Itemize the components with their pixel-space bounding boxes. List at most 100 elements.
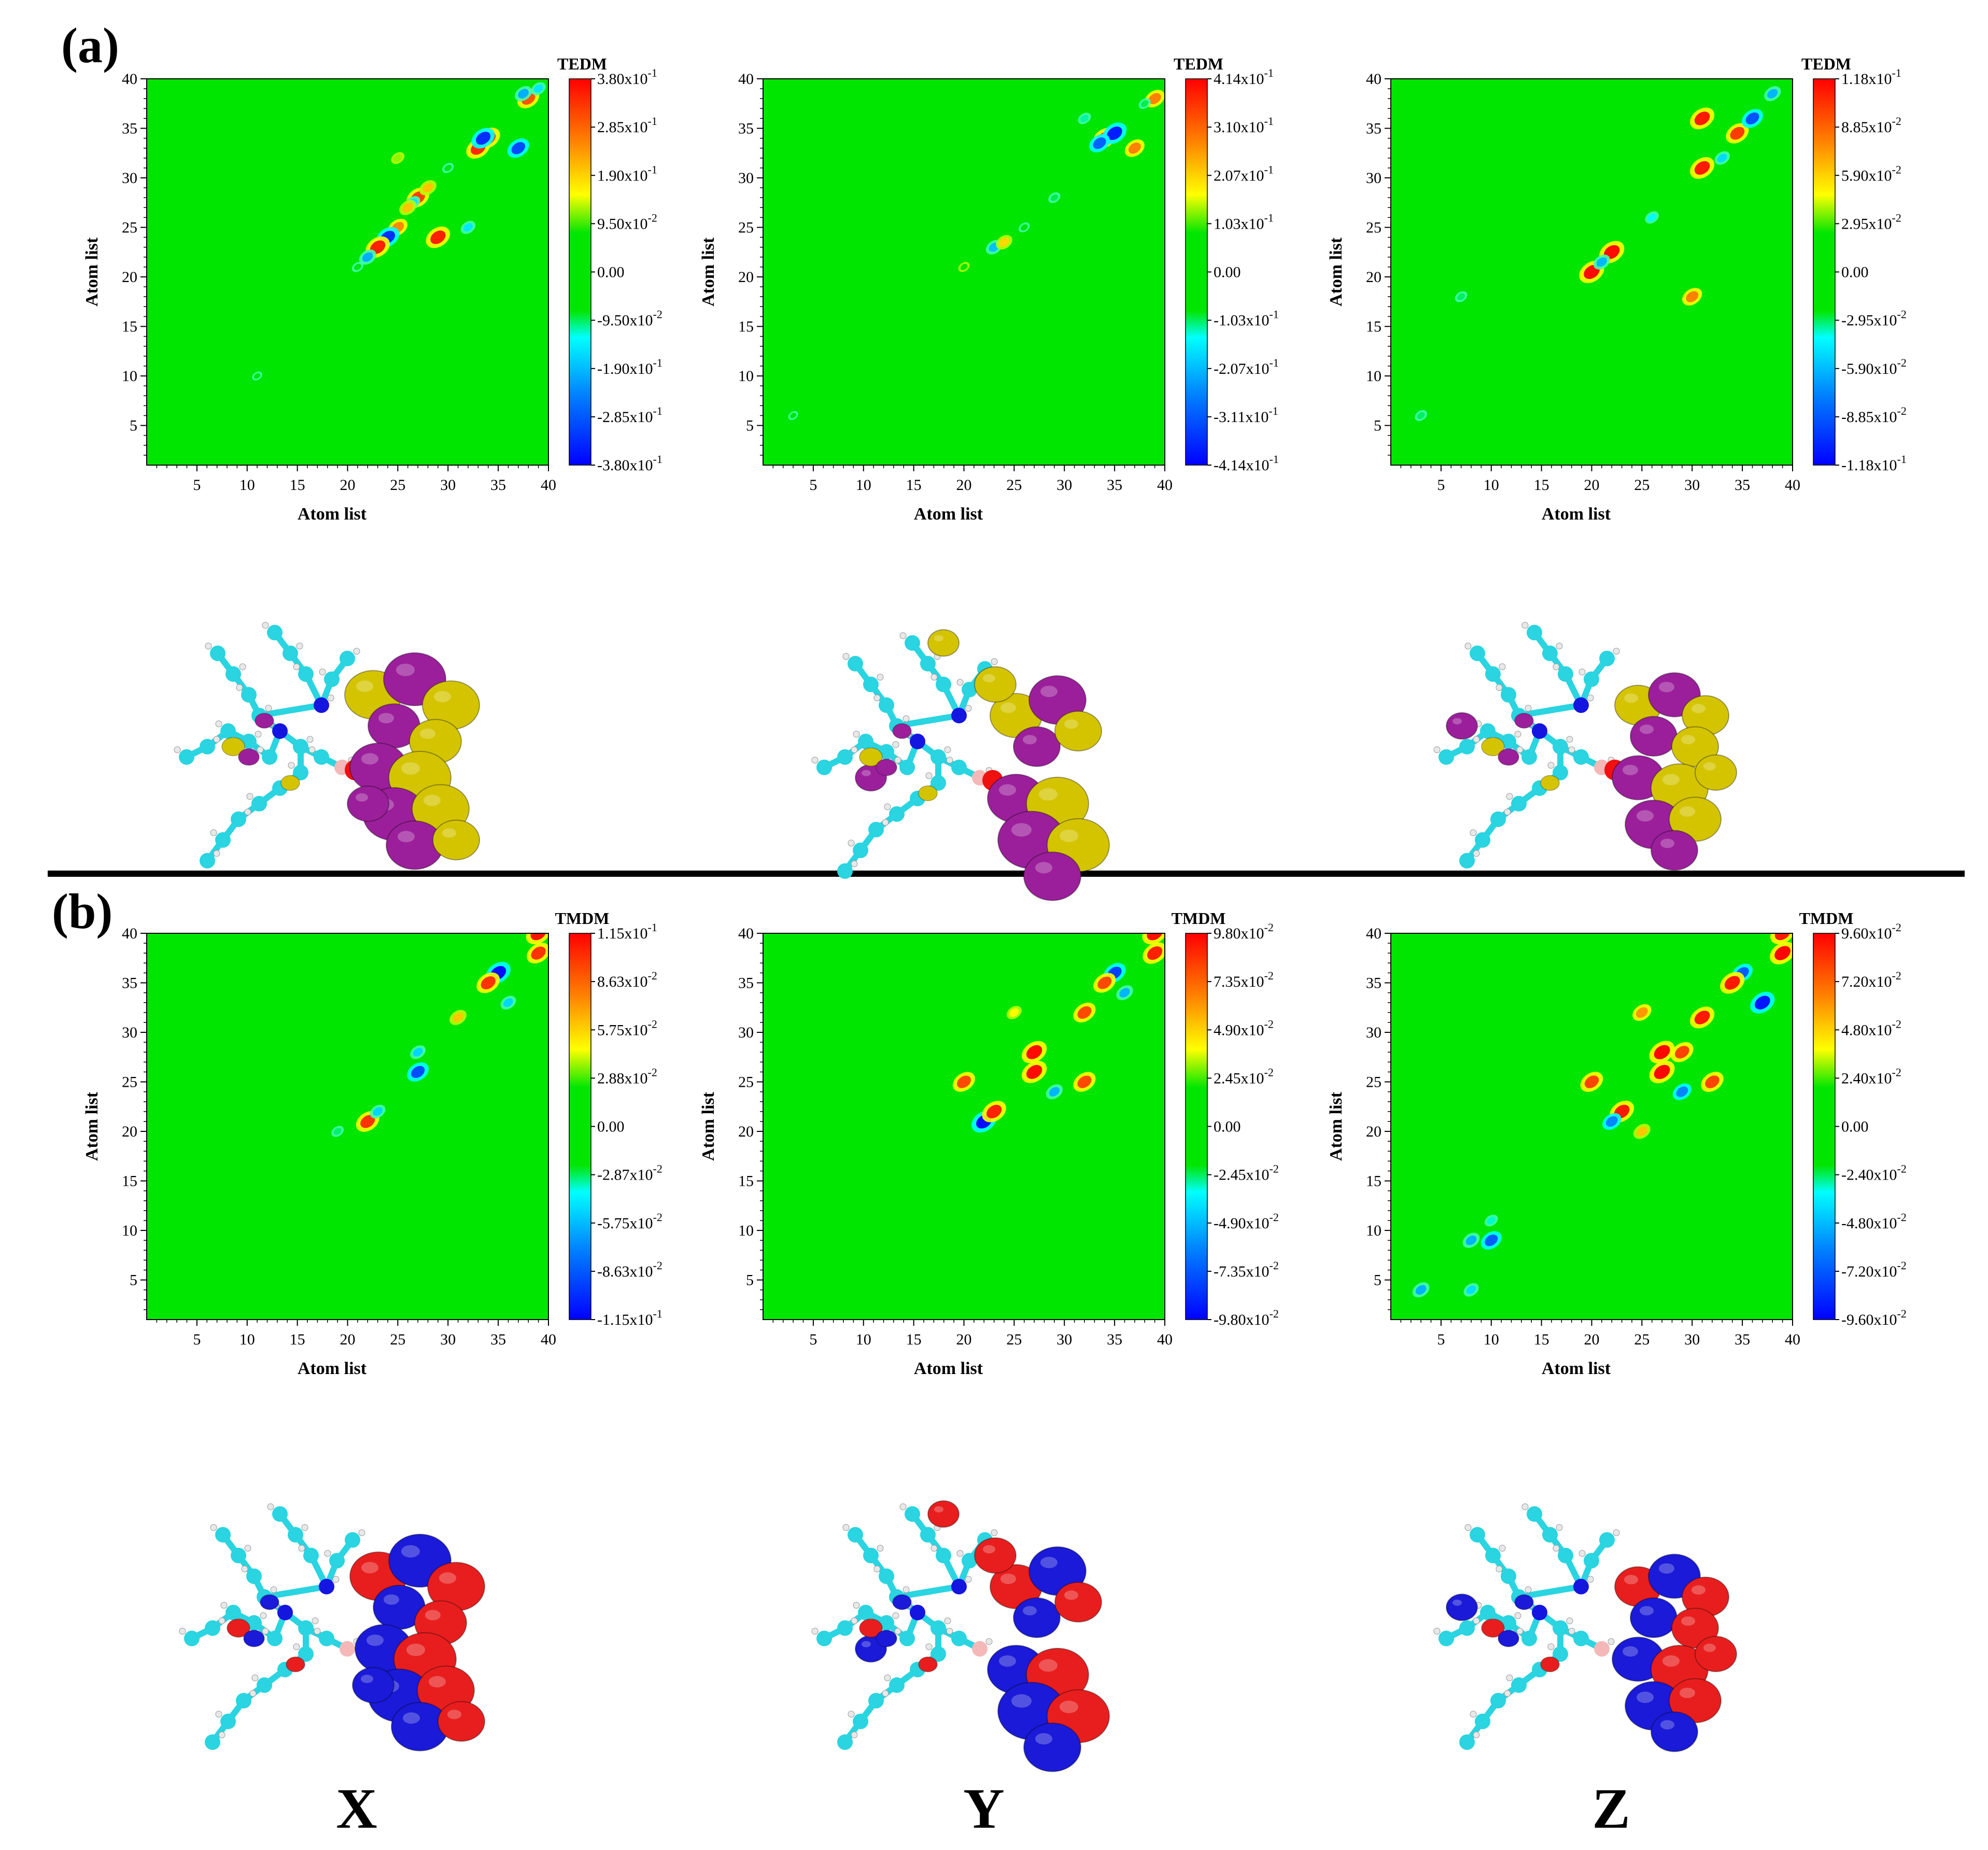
colorbar-tick-label: 2.07x10-1 xyxy=(1214,163,1274,184)
isosurface-lobe xyxy=(974,666,1017,703)
x-tick-label: 20 xyxy=(956,1331,972,1348)
heatmap-spot xyxy=(503,998,513,1007)
isosurface-lobe xyxy=(1540,1656,1560,1673)
atom xyxy=(205,1734,220,1750)
colorbar-tick-label: 8.85x10-2 xyxy=(1841,115,1901,136)
atom xyxy=(1511,1677,1527,1693)
atom xyxy=(853,1714,868,1729)
x-tick-label: 15 xyxy=(290,476,305,494)
x-tick-label: 35 xyxy=(1735,476,1750,494)
atom xyxy=(1553,1646,1568,1662)
atom xyxy=(1573,1579,1589,1594)
y-tick-label: 5 xyxy=(746,1272,754,1289)
colorbar xyxy=(1185,78,1208,466)
atom xyxy=(951,708,967,723)
atom xyxy=(936,677,951,692)
x-tick-label: 30 xyxy=(1684,1331,1700,1348)
atom xyxy=(951,1631,967,1646)
y-tick-label: 15 xyxy=(122,1173,137,1190)
atom xyxy=(962,682,977,697)
y-tick-label: 5 xyxy=(746,417,754,435)
y-tick-label: 40 xyxy=(738,71,754,88)
heatmap-spot xyxy=(354,263,361,271)
y-tick-label: 5 xyxy=(1374,417,1381,435)
colorbar-tick-label: -9.50x10-2 xyxy=(597,308,662,329)
x-tick-label: 10 xyxy=(1484,476,1499,494)
y-tick-label: 40 xyxy=(122,71,137,88)
atom xyxy=(1439,1631,1454,1646)
colorbar-title: TMDM xyxy=(1172,909,1226,928)
isosurface-lobe xyxy=(1651,830,1698,871)
heatmap-spot xyxy=(475,132,491,145)
colorbar-tick-label: -4.90x10-2 xyxy=(1214,1211,1279,1232)
atom xyxy=(262,749,277,765)
colorbar-tick-label: 5.90x10-2 xyxy=(1841,163,1901,184)
colorbar-title: TMDM xyxy=(555,909,610,928)
isosurface-lobe xyxy=(238,748,260,766)
heatmap-spot xyxy=(1717,153,1727,163)
heatmap-spot xyxy=(481,976,496,990)
colorbar-tick-label: -2.95x10-2 xyxy=(1841,308,1907,329)
x-tick-label: 40 xyxy=(1785,1331,1800,1348)
atom xyxy=(1480,1605,1496,1620)
y-tick-label: 15 xyxy=(738,318,754,335)
atom xyxy=(246,1568,262,1584)
colorbar-tick-label: 2.95x10-2 xyxy=(1841,211,1901,232)
atom xyxy=(1532,1605,1547,1620)
heatmap-spot xyxy=(1635,1007,1648,1018)
isosurface-lobe xyxy=(1514,712,1534,729)
heatmap-spot xyxy=(1107,127,1122,141)
atom xyxy=(298,1620,314,1636)
molecule-render-tedm-z xyxy=(1433,622,1737,871)
heatmap-background xyxy=(147,933,548,1320)
y-tick-label: 5 xyxy=(130,1272,137,1289)
colorbar-title: TEDM xyxy=(1174,54,1223,73)
colorbar-tick-label: 4.14x10-1 xyxy=(1214,66,1274,88)
atom xyxy=(1485,1548,1501,1563)
y-tick-label: 10 xyxy=(738,1222,754,1239)
atom xyxy=(910,1605,925,1620)
y-tick-label: 20 xyxy=(122,269,137,286)
colorbar-tick-label: 2.40x10-2 xyxy=(1841,1066,1901,1087)
x-tick-label: 40 xyxy=(541,476,556,494)
y-tick-label: 15 xyxy=(738,1173,754,1190)
heatmap-spot xyxy=(1485,1234,1498,1246)
heatmap-spot xyxy=(430,230,446,244)
heatmap-spot xyxy=(1637,1126,1647,1137)
atom xyxy=(200,739,215,754)
atom xyxy=(1599,1532,1615,1548)
colorbar-tick-label: -8.85x10-2 xyxy=(1841,404,1907,426)
y-tick-label: 35 xyxy=(122,975,137,992)
atom xyxy=(868,822,884,837)
x-tick-label: 15 xyxy=(906,1331,922,1348)
atom xyxy=(816,1631,832,1646)
heatmap-spot xyxy=(1465,1235,1477,1245)
atom xyxy=(293,765,308,780)
y-axis-label: Atom list xyxy=(82,237,102,306)
heatmap-spot xyxy=(333,1128,342,1135)
colorbar-tick-label: -1.03x10-1 xyxy=(1214,308,1279,329)
colorbar-tick-label: -1.90x10-1 xyxy=(597,356,662,377)
atom xyxy=(879,697,894,713)
isosurface-lobe xyxy=(892,1594,912,1610)
y-tick-label: 15 xyxy=(1366,1173,1381,1190)
heatmap-spot xyxy=(1774,946,1791,960)
y-axis-label: Atom list xyxy=(82,1091,102,1161)
colorbar-tick-label: -1.15x10-1 xyxy=(597,1307,662,1328)
atom xyxy=(920,656,936,671)
y-tick-label: 15 xyxy=(1366,318,1381,335)
colorbar-tick-label: 0.00 xyxy=(597,1118,625,1136)
heatmap-spot xyxy=(1077,1075,1092,1088)
atom xyxy=(220,1714,236,1729)
heatmap-spot xyxy=(422,183,433,193)
molecule-render-tedm-x xyxy=(174,622,480,870)
heatmap-spot xyxy=(1487,1216,1496,1225)
colorbar-tick-label: 9.60x10-2 xyxy=(1841,921,1901,942)
y-tick-label: 25 xyxy=(122,219,137,236)
x-tick-label: 25 xyxy=(1006,1331,1022,1348)
heatmap-spot xyxy=(1694,161,1710,175)
atom xyxy=(837,863,853,879)
isosurface-lobe xyxy=(1481,737,1505,756)
colorbar-tick-label: 8.63x10-2 xyxy=(597,969,657,990)
y-tick-label: 5 xyxy=(1374,1272,1381,1289)
